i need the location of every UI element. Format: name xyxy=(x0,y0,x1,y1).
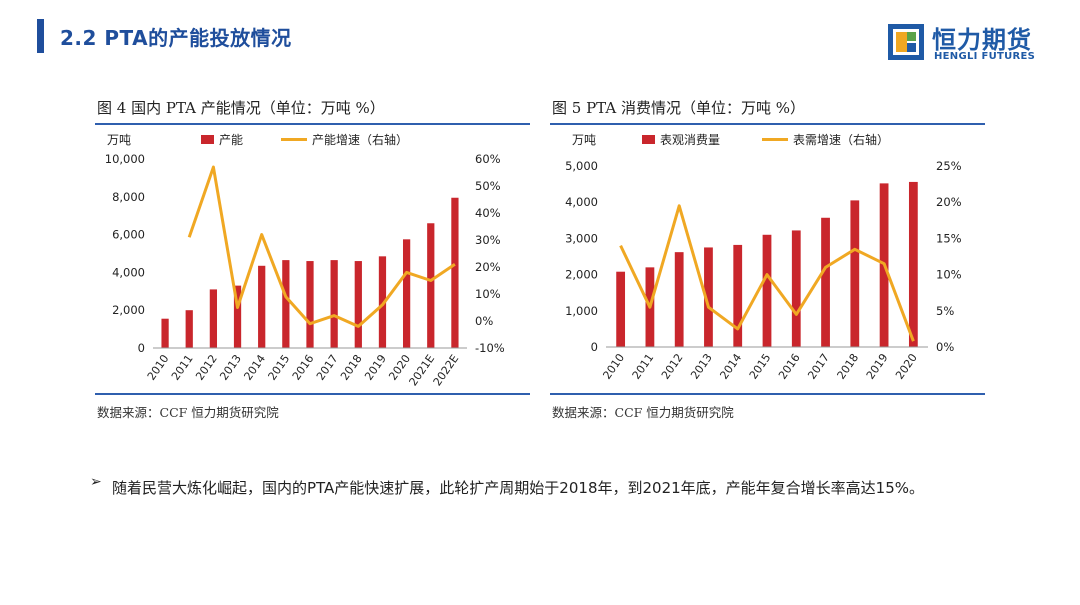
chart2-right-tick: 25% xyxy=(936,159,962,173)
chart1-x-tick: 2015 xyxy=(266,352,293,382)
chart2-bar xyxy=(850,200,860,347)
chart1-bar xyxy=(306,261,314,348)
logo-english-name: HENGLI FUTURES xyxy=(934,51,1036,62)
chart2-consumption: 万吨 表观消费量 表需增速（右轴） 5,000 4,000 3,000 2,000 1,000… xyxy=(565,132,962,382)
chart2-growth-line xyxy=(619,204,915,342)
chart2-right-tick: 15% xyxy=(936,231,962,245)
chart1-left-tick: 4,000 xyxy=(112,265,145,279)
bullet-icon: ➢ xyxy=(90,474,102,490)
company-logo: 恒力期货 HENGLI FUTURES xyxy=(888,20,1058,64)
chart1-left-tick: 2,000 xyxy=(112,303,145,317)
chart2-y-unit: 万吨 xyxy=(572,133,596,147)
chart1-x-tick: 2011 xyxy=(169,352,196,382)
header-accent-bar xyxy=(37,19,44,53)
chart2-bar xyxy=(616,271,626,347)
chart2-x-tick: 2012 xyxy=(659,351,686,381)
chart1-right-tick: 10% xyxy=(475,287,501,301)
chart1-left-tick: 8,000 xyxy=(112,190,145,204)
chart2-left-tick: 5,000 xyxy=(565,159,598,173)
chart1-bar xyxy=(209,289,218,348)
chart1-left-tick: 6,000 xyxy=(112,228,145,242)
body-paragraph: 随着民营大炼化崛起，国内的PTA产能快速扩展，此轮扩产周期始于2018年，到20… xyxy=(112,479,924,497)
chart1-right-tick: -10% xyxy=(475,341,505,355)
chart1-x-tick: 2022E xyxy=(431,352,462,388)
chart2-bottom-rule xyxy=(550,393,985,395)
chart2-x-tick: 2020 xyxy=(893,351,920,381)
chart2-x-tick: 2019 xyxy=(864,351,891,381)
chart2-title: 图 5 PTA 消费情况（单位：万吨 %） xyxy=(552,99,805,117)
chart2-x-tick: 2017 xyxy=(805,351,832,381)
chart1-y-unit: 万吨 xyxy=(107,133,131,147)
chart1-capacity: 万吨 产能 产能增速（右轴） 10,000 8,000 6,000 4,000 2,000 0 6… xyxy=(105,132,505,388)
chart1-bar xyxy=(161,318,169,348)
chart2-left-tick: 0 xyxy=(591,340,598,354)
chart1-bottom-rule xyxy=(95,393,530,395)
chart2-x-tick: 2018 xyxy=(835,351,862,381)
chart2-legend-bar-swatch xyxy=(642,135,655,144)
chart2-x-tick: 2010 xyxy=(600,351,627,381)
chart1-bar xyxy=(233,285,242,348)
chart1-right-tick: 20% xyxy=(475,260,501,274)
chart2-left-tick: 2,000 xyxy=(565,268,598,282)
chart1-x-tick: 2014 xyxy=(241,352,268,382)
chart1-bar xyxy=(282,260,290,348)
chart2-right-tick: 5% xyxy=(936,304,954,318)
chart2-right-tick: 0% xyxy=(936,340,954,354)
chart1-bar xyxy=(378,256,387,348)
chart2-bar xyxy=(762,234,772,347)
chart2-x-tick: 2014 xyxy=(717,351,744,381)
chart1-top-rule xyxy=(95,123,530,125)
chart2-legend-line-label: 表需增速（右轴） xyxy=(793,132,889,147)
chart1-x-tick: 2018 xyxy=(338,352,365,382)
chart2-source: 数据来源：CCF 恒力期货研究院 xyxy=(552,405,734,420)
chart1-source: 数据来源：CCF 恒力期货研究院 xyxy=(97,405,279,420)
logo-mark-icon xyxy=(888,24,924,60)
chart1-title: 图 4 国内 PTA 产能情况（单位：万吨 %） xyxy=(97,99,385,117)
chart1-x-tick: 2010 xyxy=(145,352,172,382)
chart1-bar xyxy=(330,260,338,348)
chart2-bar xyxy=(821,217,830,347)
chart1-x-tick: 2012 xyxy=(193,352,220,382)
chart2-x-tick: 2013 xyxy=(688,351,715,381)
chart1-right-tick: 60% xyxy=(475,152,501,166)
chart1-bar xyxy=(185,310,193,348)
chart2-left-tick: 1,000 xyxy=(565,304,598,318)
chart2-bar xyxy=(733,244,743,347)
chart1-x-tick: 2017 xyxy=(314,352,341,382)
logo-chinese-name: 恒力期货 xyxy=(932,26,1032,54)
chart1-right-tick: 30% xyxy=(475,233,501,247)
chart1-bar xyxy=(451,197,459,348)
chart1-right-tick: 50% xyxy=(475,179,501,193)
chart2-bar xyxy=(674,252,684,347)
chart1-bar xyxy=(258,265,266,348)
chart2-left-tick: 3,000 xyxy=(565,231,598,245)
chart2-x-tick: 2015 xyxy=(747,351,774,381)
chart2-right-tick: 20% xyxy=(936,195,962,209)
chart2-top-rule xyxy=(550,123,985,125)
chart1-bar xyxy=(427,223,435,348)
chart2-right-tick: 10% xyxy=(936,268,962,282)
chart2-bar xyxy=(791,230,801,347)
chart1-right-tick: 40% xyxy=(475,206,501,220)
chart1-x-tick: 2016 xyxy=(290,352,317,382)
chart1-legend-line-label: 产能增速（右轴） xyxy=(312,132,408,147)
chart1-bar xyxy=(354,261,362,348)
chart1-bar xyxy=(402,239,411,348)
chart2-bar xyxy=(704,247,713,347)
chart1-x-tick: 2019 xyxy=(362,352,389,382)
chart2-left-tick: 4,000 xyxy=(565,195,598,209)
chart1-legend-bar-label: 产能 xyxy=(219,133,243,147)
chart1-right-tick: 0% xyxy=(475,314,493,328)
chart2-x-tick: 2016 xyxy=(776,351,803,381)
chart1-growth-line xyxy=(187,165,456,328)
chart2-bar xyxy=(908,181,918,347)
chart1-x-tick: 2013 xyxy=(217,352,244,382)
page-title: 2.2 PTA的产能投放情况 xyxy=(60,26,292,50)
chart2-x-tick: 2011 xyxy=(630,351,657,381)
chart2-legend-bar-label: 表观消费量 xyxy=(660,133,720,147)
chart1-left-tick: 0 xyxy=(138,341,145,355)
chart1-legend-bar-swatch xyxy=(201,135,214,144)
chart1-left-tick: 10,000 xyxy=(105,152,145,166)
